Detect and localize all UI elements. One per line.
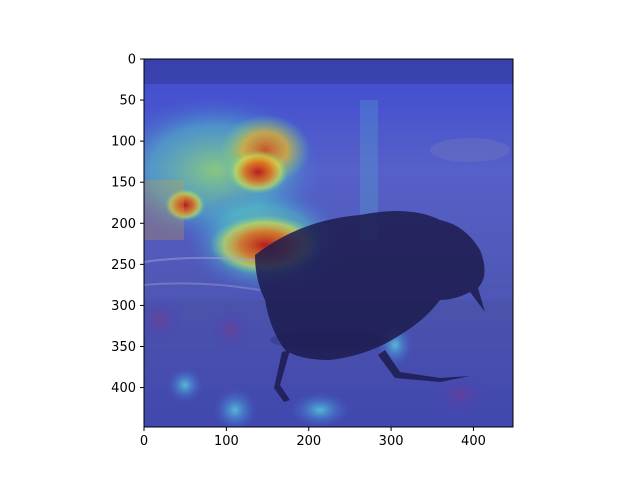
x-tick-label: 0 xyxy=(140,434,148,449)
bird-silhouette xyxy=(255,211,485,402)
plot-frame xyxy=(143,58,514,428)
y-tick-label: 0 xyxy=(128,53,136,68)
x-tick-label: 400 xyxy=(461,434,486,449)
y-tick-label: 250 xyxy=(111,258,136,273)
y-tick-label: 150 xyxy=(111,176,136,191)
y-tick-label: 300 xyxy=(111,299,136,314)
y-tick-label: 350 xyxy=(111,340,136,355)
y-tick-label: 200 xyxy=(111,217,136,232)
y-tick-label: 400 xyxy=(111,381,136,396)
y-axis: 0 50 100 150 200 250 300 350 400 xyxy=(111,53,144,396)
heatmap-image xyxy=(144,59,513,427)
y-tick-label: 100 xyxy=(111,135,136,150)
x-tick-label: 300 xyxy=(379,434,404,449)
x-tick-label: 100 xyxy=(214,434,239,449)
x-axis: 0 100 200 300 400 xyxy=(140,427,486,449)
x-tick-label: 200 xyxy=(296,434,321,449)
y-tick-label: 50 xyxy=(119,94,136,109)
